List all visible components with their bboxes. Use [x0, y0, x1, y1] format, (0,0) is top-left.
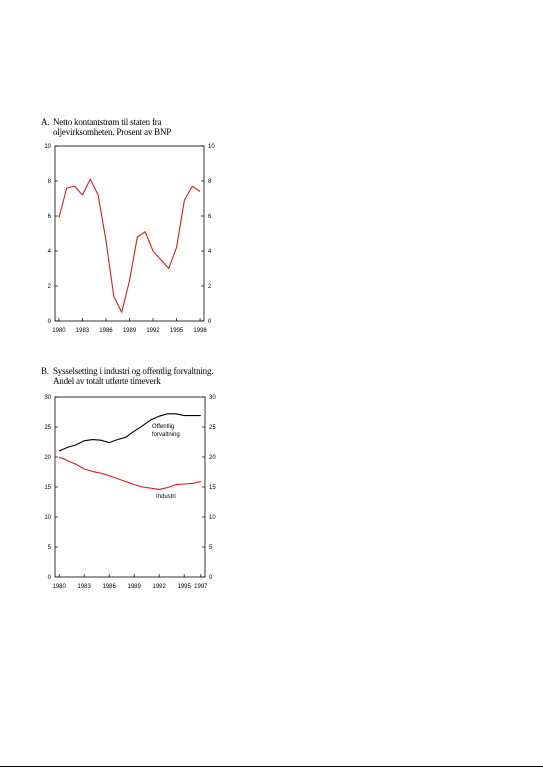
x-tick-label: 1989 [123, 328, 137, 334]
y-tick-label-right: 10 [208, 144, 215, 150]
y-tick-label-right: 4 [208, 249, 212, 255]
series-label: Offentlig [152, 424, 174, 430]
y-tick-label-right: 15 [209, 485, 216, 491]
x-tick-label: 1992 [146, 328, 160, 334]
y-tick-label-right: 5 [209, 545, 213, 551]
chart-frame [54, 396, 206, 578]
x-tick-label: 1983 [76, 328, 90, 334]
x-tick-label: 1980 [52, 328, 66, 334]
y-tick-label-right: 2 [208, 284, 212, 290]
x-tick-label: 1995 [170, 328, 184, 334]
chart-b-title-line2: Andel av totalt utførte timeverk [53, 376, 161, 386]
y-tick-label-left: 2 [48, 284, 52, 290]
y-tick-label-right: 30 [209, 395, 216, 401]
x-tick-label: 1986 [99, 328, 113, 334]
y-tick-label-left: 6 [48, 214, 52, 220]
series-label: Industri [156, 494, 176, 500]
x-tick-label: 1989 [127, 584, 141, 590]
page-bottom-rule [0, 766, 543, 767]
y-tick-label-left: 8 [48, 179, 52, 185]
x-tick-label: 1997 [194, 584, 208, 590]
y-tick-label-left: 4 [48, 249, 52, 255]
chart-frame [54, 145, 205, 322]
series-line-industri [58, 456, 201, 490]
y-tick-label-left: 10 [44, 515, 51, 521]
x-tick-label: 1992 [152, 584, 166, 590]
y-tick-label-left: 15 [44, 485, 51, 491]
y-tick-label-left: 5 [48, 545, 52, 551]
series-line-offentlig-forvaltning [58, 413, 201, 452]
y-tick-label-right: 20 [209, 455, 216, 461]
chart-b-title: B. Sysselsetting i industri og offentlig … [41, 366, 214, 386]
y-tick-label-left: 20 [44, 455, 51, 461]
y-tick-label-right: 0 [209, 575, 213, 581]
x-tick-label: 1980 [52, 584, 66, 590]
chart-a-title-line1: Netto kontantstrøm til staten fra [53, 117, 162, 127]
y-tick-label-left: 0 [48, 575, 52, 581]
y-tick-label-left: 0 [48, 319, 52, 325]
chart-a-letter: A. [41, 117, 50, 127]
x-tick-label: 1998 [193, 328, 207, 334]
y-tick-label-right: 25 [209, 425, 216, 431]
chart-b-title-line1: Sysselsetting i industri og offentlig fo… [53, 366, 214, 376]
chart-a-title-line2: oljevirksomheten. Prosent av BNP [53, 127, 172, 137]
series-label: forvaltning [152, 432, 180, 438]
x-tick-label: 1995 [177, 584, 191, 590]
y-tick-label-left: 30 [44, 395, 51, 401]
y-tick-label-right: 0 [208, 319, 212, 325]
chart-b: 0 0 5 5 10 10 15 15 20 20 25 25 30 30 1980 1983 1986 1989… [44, 395, 216, 590]
y-tick-label-left: 25 [44, 425, 51, 431]
series-line-0-0 [58, 178, 201, 313]
y-tick-label-right: 6 [208, 214, 212, 220]
x-tick-label: 1986 [102, 584, 116, 590]
y-tick-label-right: 8 [208, 179, 212, 185]
chart-a: 0 0 2 2 4 4 6 6 8 8 10 10 1980 1983 1986 1989 1992 1995 19… [44, 144, 215, 334]
x-tick-label: 1983 [77, 584, 91, 590]
y-tick-label-right: 10 [209, 515, 216, 521]
chart-b-letter: B. [41, 366, 49, 376]
y-tick-label-left: 10 [44, 144, 51, 150]
chart-a-title: A. Netto kontantstrøm til staten fra olje… [41, 117, 171, 137]
